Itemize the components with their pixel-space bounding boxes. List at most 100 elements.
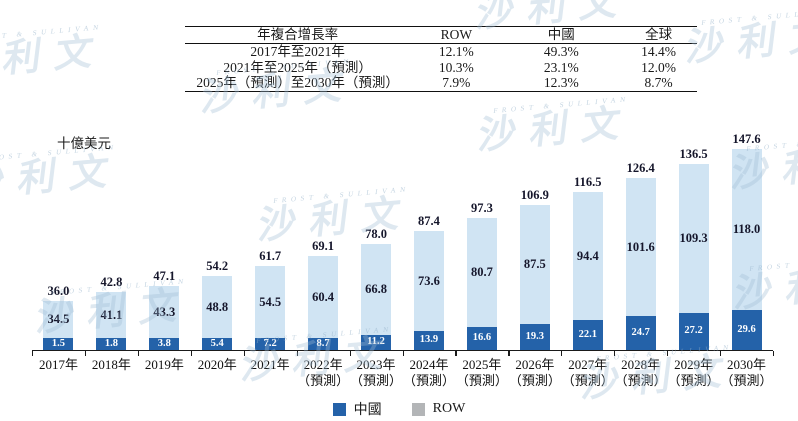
table-header-cell: ROW [440, 27, 473, 42]
table-cell: 12.3% [543, 75, 579, 90]
axis-tick [614, 351, 616, 356]
table-header-cell: 年複合增長率 [257, 27, 339, 42]
china-value-label: 1.8 [104, 337, 118, 349]
legend-swatch-china [332, 402, 346, 416]
axis-tick [296, 351, 298, 356]
bar-group-2022: 69.1 60.4 8.7 2022年 （預測） [297, 0, 350, 421]
stacked-bar: 94.4 22.1 [572, 192, 603, 350]
axis-tick [720, 351, 722, 356]
bar-total-label: 87.4 [418, 214, 440, 228]
stacked-bar: 73.6 13.9 [413, 231, 444, 350]
legend-label: 中國 [353, 403, 382, 418]
bar-group-2017: 36.0 34.5 1.5 2017年 [32, 0, 85, 421]
x-axis-label: 2026年 （預測） [508, 357, 561, 388]
stacked-bar: 66.8 11.2 [361, 244, 392, 350]
bar-group-2024: 87.4 73.6 13.9 2024年 （預測） [403, 0, 456, 421]
x-axis-label: 2019年 [144, 357, 184, 372]
bar-segment-row: 109.3 [678, 164, 709, 313]
row-value-label: 87.5 [523, 257, 546, 271]
table-cell: 10.3% [438, 59, 474, 75]
stacked-bar: 48.8 5.4 [202, 276, 233, 350]
bar-group-2029: 136.5 109.3 27.2 2029年 （預測） [667, 0, 720, 421]
legend-swatch-row [411, 402, 425, 416]
row-value-label: 80.7 [470, 265, 493, 279]
bar-segment-china: 11.2 [361, 335, 392, 350]
bar-segment-china: 13.9 [413, 331, 444, 350]
row-value-label: 118.0 [732, 222, 761, 236]
legend-item-china: 中國 [332, 399, 382, 419]
china-value-label: 22.1 [578, 328, 597, 340]
bar-total-label: 106.9 [520, 188, 549, 202]
bar-total-label: 61.7 [259, 249, 282, 263]
china-value-label: 29.6 [737, 323, 756, 335]
bar-total-label: 116.5 [574, 175, 602, 189]
china-value-label: 19.3 [525, 330, 544, 342]
row-value-label: 48.8 [206, 299, 229, 314]
row-value-label: 66.8 [365, 282, 387, 296]
table-cell: 8.7% [644, 75, 673, 90]
bar-segment-row: 54.5 [255, 266, 286, 338]
row-value-label: 41.1 [100, 307, 123, 322]
bar-total-label: 126.4 [626, 161, 655, 175]
bar-segment-row: 48.8 [202, 276, 233, 338]
x-axis-label: 2025年 （預測） [455, 357, 508, 388]
table-cell: 7.9% [442, 75, 471, 90]
x-axis-label: 2027年 （預測） [561, 357, 614, 388]
bar-segment-china: 8.7 [308, 337, 339, 350]
bar-segment-row: 43.3 [149, 286, 180, 338]
stacked-bar: 101.6 24.7 [625, 178, 656, 350]
x-axis-label: 2029年 （預測） [667, 357, 720, 388]
stacked-bar: 60.4 8.7 [308, 256, 339, 350]
bar-segment-row: 87.5 [519, 205, 550, 324]
row-value-label: 101.6 [626, 239, 655, 254]
table-cell: 12.0% [641, 59, 677, 75]
bar-segment-china: 3.8 [149, 338, 180, 350]
cagr-table: 年複合增長率 ROW 中國 全球 2017年至2021年 12.1% 49.3% 14.4%… [185, 26, 697, 92]
axis-tick [84, 351, 87, 356]
stacked-bar: 54.5 7.2 [255, 266, 286, 350]
bar-group-2030: 147.6 118.0 29.6 2030年 （預測） [720, 0, 773, 421]
stacked-bar: 41.1 1.8 [96, 292, 127, 350]
axis-tick [137, 351, 140, 356]
bar-segment-row: 73.6 [413, 231, 444, 331]
axis-tick [508, 351, 510, 356]
bar-total-label: 78.0 [365, 227, 387, 241]
bar-segment-china: 24.7 [625, 316, 656, 350]
stacked-bar: 34.5 1.5 [43, 301, 74, 350]
table-header-cell: 中國 [547, 27, 575, 42]
bar-total-label: 54.2 [206, 259, 229, 273]
bar-segment-row: 60.4 [308, 256, 339, 338]
table-cell: 14.4% [641, 44, 677, 59]
x-axis-label: 2023年 （預測） [350, 357, 403, 388]
bar-total-label: 47.1 [153, 269, 176, 283]
bar-total-label: 147.6 [732, 132, 761, 146]
stacked-bar: 87.5 19.3 [519, 205, 550, 350]
bar-group-2025: 97.3 80.7 16.6 2025年 （預測） [455, 0, 508, 421]
bar-segment-china: 22.1 [572, 320, 603, 350]
china-value-label: 24.7 [631, 326, 650, 338]
china-value-label: 1.5 [51, 337, 66, 349]
axis-tick [402, 351, 404, 356]
x-axis-label: 2020年 [197, 357, 237, 372]
china-value-label: 8.7 [316, 337, 330, 349]
table-cell: 2025年（預測）至2030年（預測） [196, 75, 399, 90]
axis-tick [349, 351, 351, 356]
bar-segment-row: 66.8 [361, 244, 392, 335]
row-value-label: 54.5 [259, 294, 282, 309]
axis-tick [455, 351, 457, 356]
axis-tick [32, 351, 34, 356]
row-value-label: 60.4 [312, 289, 335, 304]
bar-total-label: 136.5 [679, 147, 708, 161]
bar-segment-row: 101.6 [625, 178, 656, 316]
china-value-label: 11.2 [367, 336, 385, 348]
chart-legend: 中國 ROW [0, 399, 798, 419]
axis-tick [190, 351, 192, 356]
table-header-row: 年複合增長率 ROW 中國 全球 [185, 26, 697, 44]
y-axis-unit-label: 十億美元 [57, 136, 111, 151]
bar-group-2018: 42.8 41.1 1.8 2018年 [85, 0, 138, 421]
row-value-label: 43.3 [153, 304, 176, 319]
x-axis-line [32, 350, 773, 352]
bar-group-2028: 126.4 101.6 24.7 2028年 （預測） [614, 0, 667, 421]
row-value-label: 109.3 [679, 231, 708, 245]
bar-segment-china: 27.2 [678, 313, 709, 350]
